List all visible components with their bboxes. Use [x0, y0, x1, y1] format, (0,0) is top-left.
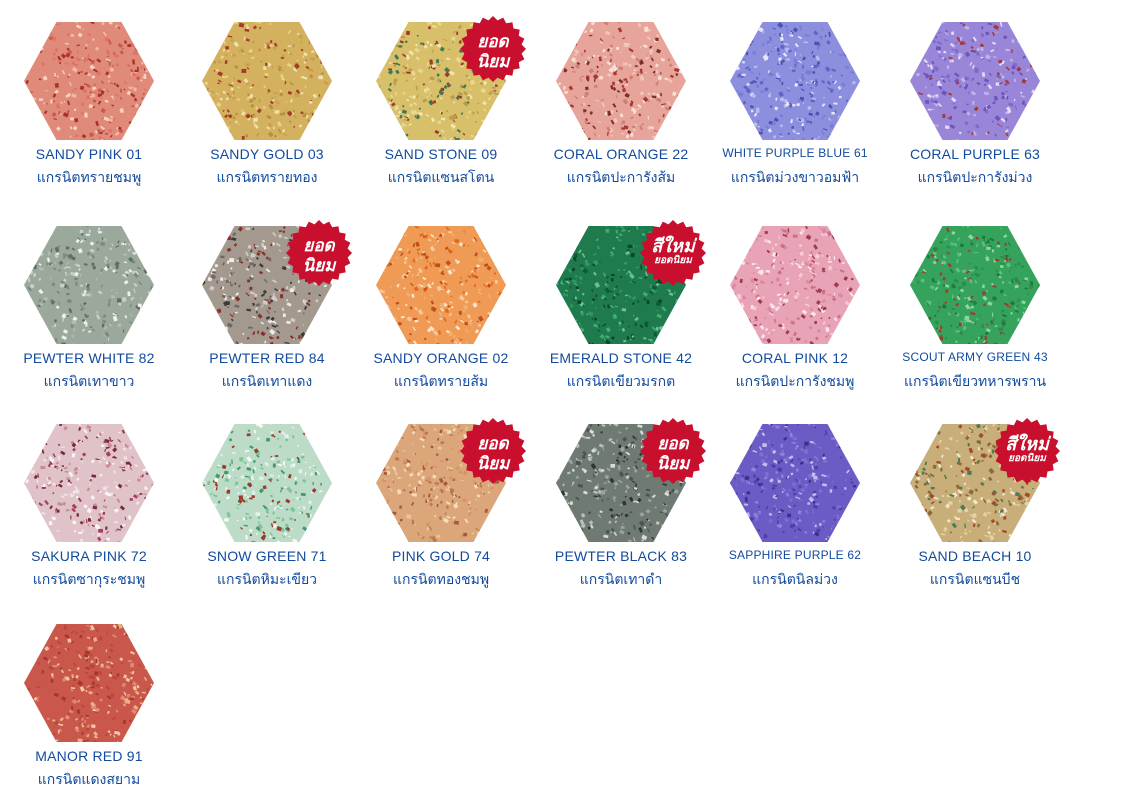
swatch-name: SNOW GREEN 71 — [178, 548, 356, 564]
popular-badge: ยอดนิยม — [460, 418, 526, 484]
granite-swatch[interactable]: SANDY PINK 01 แกรนิตทรายชมพู — [0, 22, 178, 202]
badge-line-2: นิยม — [640, 450, 706, 477]
swatch-texture — [556, 22, 686, 140]
swatch-thai-name: แกรนิตเทาแดง — [178, 371, 356, 393]
swatch-thai-name: แกรนิตปะการังชมพู — [706, 371, 884, 393]
swatch-texture — [24, 22, 154, 140]
swatch-name: SANDY ORANGE 02 — [352, 350, 530, 366]
granite-swatch[interactable]: SAPPHIRE PURPLE 62 แกรนิตนิลม่วง — [706, 424, 884, 604]
granite-swatch[interactable]: CORAL PURPLE 63 แกรนิตปะการังม่วง — [886, 22, 1064, 202]
swatch-name: CORAL PINK 12 — [706, 350, 884, 366]
swatch-thai-name: แกรนิตซากุระชมพู — [0, 569, 178, 591]
swatch-name: PINK GOLD 74 — [352, 548, 530, 564]
swatch-texture — [730, 22, 860, 140]
popular-badge: ยอดนิยม — [460, 16, 526, 82]
swatch-texture — [910, 226, 1040, 344]
badge-line-2: ยอดนิยม — [994, 451, 1060, 466]
swatch-thai-name: แกรนิตเขียวทหารพราน — [886, 371, 1064, 393]
badge-line-2: นิยม — [460, 48, 526, 75]
granite-swatch[interactable]: PEWTER WHITE 82 แกรนิตเทาขาว — [0, 226, 178, 406]
popular-badge: ยอดนิยม — [286, 220, 352, 286]
granite-swatch[interactable]: SANDY GOLD 03 แกรนิตทรายทอง — [178, 22, 356, 202]
swatch-name: EMERALD STONE 42 — [532, 350, 710, 366]
swatch-texture — [24, 624, 154, 742]
swatch-name: SAKURA PINK 72 — [0, 548, 178, 564]
granite-swatch[interactable]: SAKURA PINK 72 แกรนิตซากุระชมพู — [0, 424, 178, 604]
granite-swatch[interactable]: MANOR RED 91 แกรนิตแดงสยาม — [0, 624, 178, 804]
swatch-texture — [730, 226, 860, 344]
swatch-texture — [202, 424, 332, 542]
swatch-name: CORAL ORANGE 22 — [532, 146, 710, 162]
granite-swatch[interactable]: SNOW GREEN 71 แกรนิตหิมะเขียว — [178, 424, 356, 604]
swatch-texture — [24, 226, 154, 344]
swatch-thai-name: แกรนิตม่วงขาวอมฟ้า — [706, 167, 884, 189]
swatch-name: SANDY GOLD 03 — [178, 146, 356, 162]
swatch-thai-name: แกรนิตแซนสโตน — [352, 167, 530, 189]
swatch-thai-name: แกรนิตทรายชมพู — [0, 167, 178, 189]
swatch-thai-name: แกรนิตแดงสยาม — [0, 769, 178, 791]
swatch-name: SAPPHIRE PURPLE 62 — [706, 548, 884, 562]
granite-swatch[interactable]: SANDY ORANGE 02 แกรนิตทรายส้ม — [352, 226, 530, 406]
granite-swatch[interactable]: CORAL ORANGE 22 แกรนิตปะการังส้ม — [532, 22, 710, 202]
swatch-thai-name: แกรนิตเทาดำ — [532, 569, 710, 591]
swatch-thai-name: แกรนิตเทาขาว — [0, 371, 178, 393]
swatch-name: PEWTER BLACK 83 — [532, 548, 710, 564]
swatch-name: SAND BEACH 10 — [886, 548, 1064, 564]
swatch-texture — [730, 424, 860, 542]
granite-swatch[interactable]: SCOUT ARMY GREEN 43 แกรนิตเขียวทหารพราน — [886, 226, 1064, 406]
swatch-thai-name: แกรนิตหิมะเขียว — [178, 569, 356, 591]
swatch-thai-name: แกรนิตนิลม่วง — [706, 569, 884, 591]
swatch-name: WHITE PURPLE BLUE 61 — [706, 146, 884, 160]
swatch-texture — [910, 22, 1040, 140]
swatch-name: SCOUT ARMY GREEN 43 — [886, 350, 1064, 364]
swatch-thai-name: แกรนิตเขียวมรกต — [532, 371, 710, 393]
swatch-name: PEWTER WHITE 82 — [0, 350, 178, 366]
popular-badge: ยอดนิยม — [640, 418, 706, 484]
swatch-thai-name: แกรนิตปะการังส้ม — [532, 167, 710, 189]
swatch-thai-name: แกรนิตแซนบีช — [886, 569, 1064, 591]
new-color-badge: สีใหม่ยอดนิยม — [994, 418, 1060, 484]
swatch-name: PEWTER RED 84 — [178, 350, 356, 366]
granite-swatch[interactable]: CORAL PINK 12 แกรนิตปะการังชมพู — [706, 226, 884, 406]
swatch-name: CORAL PURPLE 63 — [886, 146, 1064, 162]
swatch-name: SANDY PINK 01 — [0, 146, 178, 162]
badge-line-2: นิยม — [286, 252, 352, 279]
swatch-thai-name: แกรนิตทรายส้ม — [352, 371, 530, 393]
swatch-thai-name: แกรนิตทองชมพู — [352, 569, 530, 591]
granite-swatch[interactable]: WHITE PURPLE BLUE 61 แกรนิตม่วงขาวอมฟ้า — [706, 22, 884, 202]
swatch-texture — [24, 424, 154, 542]
swatch-texture — [202, 22, 332, 140]
badge-line-2: นิยม — [460, 450, 526, 477]
swatch-name: SAND STONE 09 — [352, 146, 530, 162]
swatch-thai-name: แกรนิตทรายทอง — [178, 167, 356, 189]
swatch-name: MANOR RED 91 — [0, 748, 178, 764]
swatch-thai-name: แกรนิตปะการังม่วง — [886, 167, 1064, 189]
swatch-texture — [376, 226, 506, 344]
new-color-badge: สีใหม่ยอดนิยม — [640, 220, 706, 286]
badge-line-2: ยอดนิยม — [640, 253, 706, 268]
